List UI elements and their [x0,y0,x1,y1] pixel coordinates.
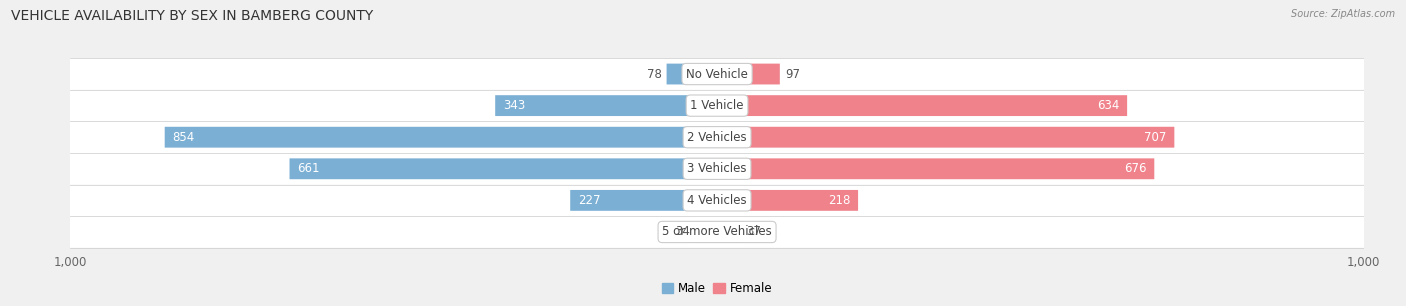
FancyBboxPatch shape [717,95,1128,116]
Text: 634: 634 [1097,99,1119,112]
FancyBboxPatch shape [666,64,717,84]
Legend: Male, Female: Male, Female [657,278,778,300]
FancyBboxPatch shape [58,90,1376,121]
Text: 218: 218 [828,194,851,207]
Text: 707: 707 [1144,131,1167,144]
Text: 343: 343 [503,99,526,112]
Text: 1 Vehicle: 1 Vehicle [690,99,744,112]
FancyBboxPatch shape [695,222,717,242]
Text: 5 or more Vehicles: 5 or more Vehicles [662,226,772,238]
FancyBboxPatch shape [58,216,1376,248]
FancyBboxPatch shape [290,159,717,179]
Text: 676: 676 [1123,162,1146,175]
FancyBboxPatch shape [571,190,717,211]
Text: 3 Vehicles: 3 Vehicles [688,162,747,175]
Text: 2 Vehicles: 2 Vehicles [688,131,747,144]
Text: 227: 227 [578,194,600,207]
FancyBboxPatch shape [717,64,780,84]
Text: 661: 661 [297,162,319,175]
FancyBboxPatch shape [165,127,717,147]
Text: VEHICLE AVAILABILITY BY SEX IN BAMBERG COUNTY: VEHICLE AVAILABILITY BY SEX IN BAMBERG C… [11,9,374,23]
FancyBboxPatch shape [58,153,1376,185]
FancyBboxPatch shape [58,121,1376,153]
Text: 97: 97 [785,68,800,80]
Text: Source: ZipAtlas.com: Source: ZipAtlas.com [1291,9,1395,19]
Text: 4 Vehicles: 4 Vehicles [688,194,747,207]
FancyBboxPatch shape [717,222,741,242]
FancyBboxPatch shape [495,95,717,116]
Text: 854: 854 [173,131,195,144]
FancyBboxPatch shape [717,159,1154,179]
FancyBboxPatch shape [717,190,858,211]
FancyBboxPatch shape [58,58,1376,90]
Text: No Vehicle: No Vehicle [686,68,748,80]
Text: 37: 37 [747,226,761,238]
Text: 78: 78 [647,68,661,80]
FancyBboxPatch shape [717,127,1174,147]
FancyBboxPatch shape [58,185,1376,216]
Text: 34: 34 [675,226,690,238]
